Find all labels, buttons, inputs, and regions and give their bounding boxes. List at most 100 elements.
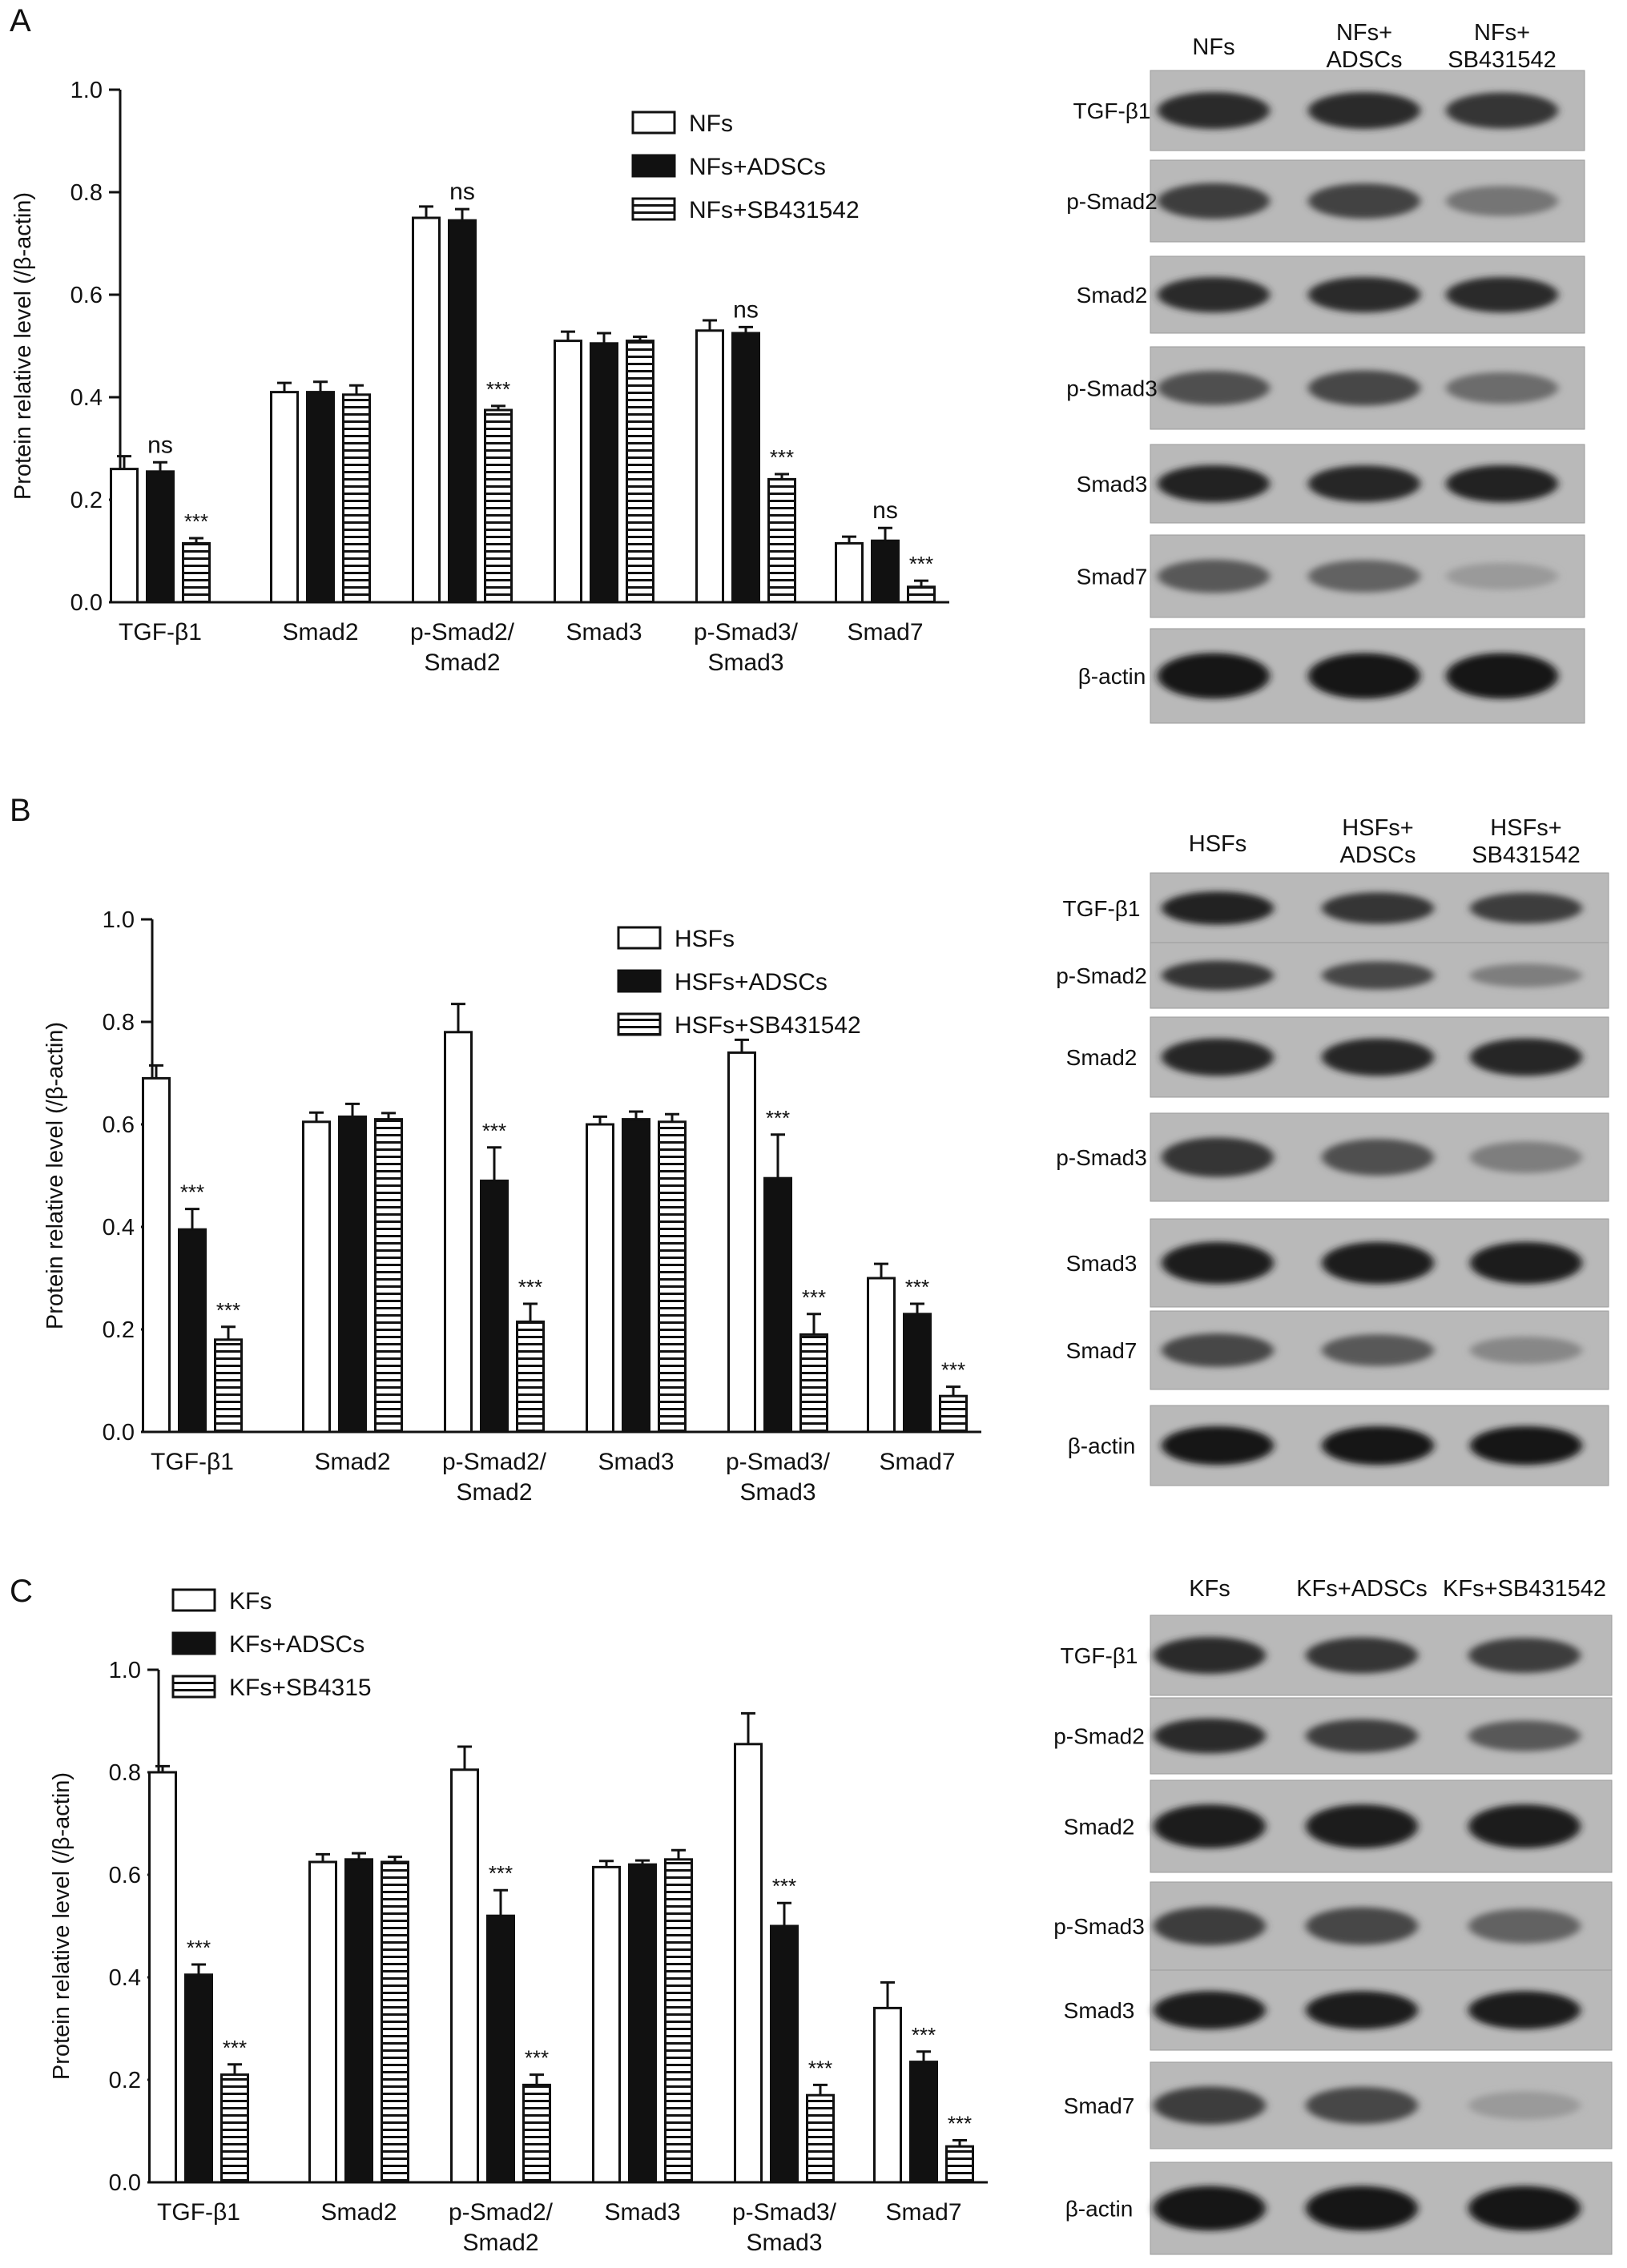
blot-band (1322, 1426, 1434, 1466)
y-tick-label: 0.6 (70, 283, 103, 308)
bar-solid (480, 1179, 509, 1434)
x-tick-label-line: Smad3 (604, 2199, 680, 2226)
blot-band (1446, 186, 1558, 216)
x-tick-label-line: Smad2 (462, 2230, 538, 2256)
y-tick-label: 0.4 (103, 1215, 135, 1241)
blot-band (1468, 2091, 1581, 2120)
x-tick-label: TGF-β1 (151, 1449, 234, 1475)
blot-band (1468, 1908, 1581, 1944)
bar-solid (763, 1176, 792, 1434)
blot-band (1158, 653, 1270, 699)
blot-band (1470, 1336, 1582, 1365)
bar-open (734, 1743, 763, 2184)
blot-band (1308, 653, 1420, 699)
bar-solid (146, 470, 175, 604)
bar-striped (806, 2093, 835, 2184)
significance-label: *** (766, 1106, 790, 1130)
significance-label: *** (772, 1874, 796, 1898)
blot-band (1446, 276, 1558, 313)
legend-label: NFs+ADSCs (689, 154, 826, 180)
blot-band (1308, 91, 1420, 130)
lane-header: KFs+ADSCs (1296, 1576, 1428, 1602)
significance-label: *** (489, 1861, 513, 1885)
blot-band (1154, 1718, 1266, 1754)
legend-swatch (631, 197, 676, 221)
blot-band (1162, 960, 1274, 991)
blot-band (1470, 1426, 1582, 1466)
bar-solid (909, 2061, 938, 2184)
bar-striped (664, 1858, 693, 2184)
x-tick-label-line: Smad3 (598, 1449, 674, 1475)
lane-header: SB431542 (1472, 842, 1580, 868)
significance-label: *** (187, 1936, 211, 1960)
legend-swatch (631, 154, 676, 178)
x-tick-label-line: Smad3 (739, 1479, 816, 1506)
blot-row-label: p-Smad2 (1053, 1724, 1145, 1749)
blot-band (1306, 1719, 1418, 1753)
panel-letter-c: C (10, 1574, 33, 1609)
x-tick-label: p-Smad2/Smad2 (442, 1449, 547, 1506)
bar-open (110, 468, 139, 604)
y-tick-label: 0.2 (103, 1317, 135, 1343)
x-tick-label: p-Smad2/Smad2 (449, 2199, 554, 2256)
blot-band (1154, 1636, 1266, 1675)
bar-open (444, 1031, 473, 1434)
bar-solid (622, 1118, 650, 1434)
legend-swatch (617, 969, 662, 993)
blot-band (1158, 183, 1270, 219)
blot-row-label: p-Smad3 (1053, 1914, 1145, 1939)
blot-row-label: p-Smad3 (1056, 1145, 1147, 1170)
blot-band (1470, 963, 1582, 987)
blot-band (1468, 1991, 1581, 2029)
blot-band (1322, 1334, 1434, 1366)
x-tick-label-line: Smad2 (424, 649, 500, 676)
x-tick-label-line: Smad3 (746, 2230, 822, 2256)
significance-label: *** (184, 509, 208, 533)
bar-striped (626, 340, 654, 604)
significance-label: *** (948, 2112, 972, 2136)
significance-label: *** (802, 1285, 826, 1309)
blot-row-label: β-actin (1078, 664, 1146, 689)
blot-row-label: Smad7 (1064, 2093, 1135, 2118)
bar-open (586, 1123, 614, 1434)
legend-label: HSFs+ADSCs (675, 969, 828, 995)
blot-band (1154, 2186, 1266, 2231)
x-tick-label-line: TGF-β1 (151, 1449, 234, 1475)
blot-band (1154, 1804, 1266, 1848)
x-tick-label-line: Smad3 (707, 649, 783, 676)
x-tick-label-line: TGF-β1 (119, 619, 202, 645)
x-tick-label-line: Smad2 (282, 619, 358, 645)
x-tick-label-line: p-Smad3/ (694, 619, 799, 645)
blot-band (1158, 559, 1270, 593)
lane-header: ADSCs (1326, 47, 1402, 73)
y-axis-label: Protein relative level (/β-actin) (10, 192, 36, 500)
blot-row-label: β-actin (1065, 2197, 1134, 2222)
bar-solid (903, 1313, 932, 1434)
blot-band (1162, 1426, 1274, 1466)
lane-header: SB431542 (1448, 47, 1556, 73)
blot-row-label: Smad2 (1066, 1045, 1138, 1070)
bar-open (450, 1768, 479, 2184)
x-tick-label: Smad3 (604, 2199, 680, 2226)
lane-header: HSFs+ (1342, 815, 1413, 841)
y-tick-label: 0.8 (109, 1760, 141, 1786)
legend-label: NFs (689, 111, 733, 137)
y-tick-label: 0.4 (109, 1965, 141, 1991)
y-tick-label: 0.2 (70, 488, 103, 513)
bar-solid (306, 391, 335, 604)
x-tick-label-line: Smad7 (879, 1449, 955, 1475)
blot-row-label: TGF-β1 (1061, 1643, 1138, 1668)
lane-header: ADSCs (1339, 842, 1416, 868)
blot-band (1158, 464, 1270, 503)
legend-swatch (171, 1631, 216, 1655)
blot-band (1154, 1991, 1266, 2029)
blot-band (1470, 1038, 1582, 1076)
bar-open (148, 1771, 177, 2184)
bar-solid (344, 1858, 373, 2184)
bar-open (835, 541, 864, 604)
bar-open (412, 216, 441, 604)
blot-band (1322, 1241, 1434, 1285)
y-tick-label: 1.0 (103, 907, 135, 933)
bar-open (308, 1860, 337, 2184)
legend-swatch (171, 1675, 216, 1699)
